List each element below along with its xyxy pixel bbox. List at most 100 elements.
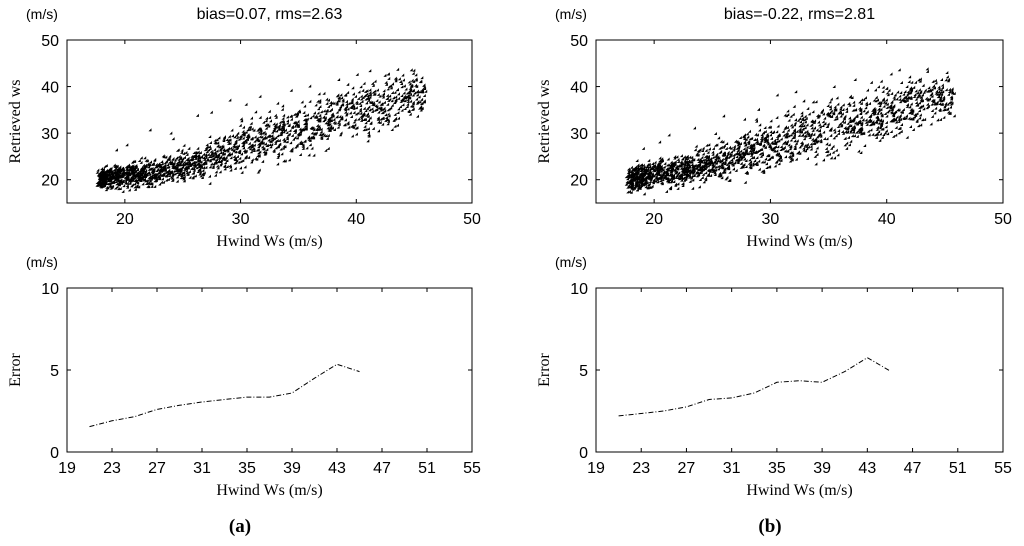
scatter-point <box>216 141 220 145</box>
scatter-point <box>937 85 941 89</box>
scatter-point <box>386 72 390 76</box>
scatter-point <box>875 127 879 131</box>
scatter-point <box>692 158 696 162</box>
scatter-point <box>883 112 887 116</box>
b-error-unit-label: (m/s) <box>555 254 587 270</box>
scatter-point <box>802 137 806 141</box>
scatter-point <box>282 113 286 117</box>
scatter-point <box>868 101 872 105</box>
scatter-point <box>839 114 843 118</box>
scatter-point <box>193 164 197 168</box>
scatter-point <box>115 164 119 168</box>
scatter-point <box>647 183 651 187</box>
scatter-point <box>412 79 416 83</box>
scatter-point <box>337 96 341 100</box>
scatter-point <box>389 86 393 90</box>
scatter-point <box>416 114 420 118</box>
scatter-point <box>642 172 646 176</box>
scatter-point <box>318 132 322 136</box>
scatter-point <box>817 114 821 118</box>
scatter-point <box>800 116 804 120</box>
scatter-point <box>846 121 850 125</box>
scatter-point <box>910 80 914 84</box>
scatter-point <box>744 170 748 174</box>
scatter-point <box>800 111 804 115</box>
scatter-point <box>629 181 633 185</box>
scatter-point <box>208 165 212 169</box>
scatter-point <box>920 93 924 97</box>
scatter-point <box>213 138 217 142</box>
scatter-point <box>828 107 832 111</box>
scatter-point <box>226 139 230 143</box>
scatter-point <box>403 99 407 103</box>
scatter-point <box>912 95 916 99</box>
scatter-point <box>268 115 272 119</box>
scatter-point <box>809 133 813 137</box>
scatter-point <box>940 78 944 82</box>
scatter-point <box>739 149 743 153</box>
scatter-point <box>909 102 913 106</box>
scatter-point <box>210 157 214 161</box>
scatter-point <box>748 158 752 162</box>
scatter-point <box>131 169 135 173</box>
scatter-point <box>696 153 700 157</box>
scatter-point <box>806 156 810 160</box>
scatter-point <box>390 91 394 95</box>
scatter-point <box>213 147 217 151</box>
scatter-point <box>844 129 848 133</box>
scatter-point <box>667 133 671 137</box>
scatter-point <box>366 94 370 98</box>
scatter-point <box>934 106 938 110</box>
scatter-point <box>749 166 753 170</box>
scatter-point <box>758 128 762 132</box>
scatter-point <box>303 124 307 128</box>
scatter-point <box>264 151 268 155</box>
scatter-point <box>316 111 320 115</box>
scatter-point <box>303 114 307 118</box>
a-error-ytick-label: 10 <box>41 281 59 298</box>
scatter-point <box>806 106 810 110</box>
scatter-point <box>765 132 769 136</box>
scatter-point <box>850 96 854 100</box>
scatter-point <box>180 162 184 166</box>
scatter-point <box>168 160 172 164</box>
scatter-point <box>873 88 877 92</box>
a-error-x-axis-label: Hwind Ws (m/s) <box>216 482 322 499</box>
scatter-point <box>845 109 849 113</box>
scatter-point <box>632 186 636 190</box>
scatter-point <box>240 152 244 156</box>
scatter-point <box>286 119 290 123</box>
scatter-point <box>677 171 681 175</box>
scatter-point <box>285 135 289 139</box>
scatter-point <box>714 168 718 172</box>
scatter-point <box>116 169 120 173</box>
scatter-point <box>200 176 204 180</box>
scatter-point <box>111 175 115 179</box>
scatter-point <box>371 83 375 87</box>
scatter-point <box>693 163 697 167</box>
scatter-point <box>259 129 263 133</box>
scatter-point <box>852 103 856 107</box>
scatter-point <box>125 171 129 175</box>
scatter-point <box>785 139 789 143</box>
scatter-point <box>914 97 918 101</box>
scatter-point <box>688 168 692 172</box>
b-error-xtick-label: 43 <box>858 460 876 477</box>
scatter-point <box>325 108 329 112</box>
b-error-xtick-label: 47 <box>904 460 922 477</box>
scatter-point <box>788 151 792 155</box>
scatter-point <box>902 92 906 96</box>
scatter-point <box>717 136 721 140</box>
scatter-point <box>658 156 662 160</box>
scatter-point <box>243 139 247 143</box>
scatter-point <box>213 140 217 144</box>
scatter-point <box>147 165 151 169</box>
scatter-point <box>810 119 814 123</box>
scatter-point <box>238 156 242 160</box>
b-error-ytick-label: 10 <box>570 281 588 298</box>
scatter-point <box>258 94 262 98</box>
scatter-point <box>374 108 378 112</box>
scatter-point <box>203 148 207 152</box>
scatter-point <box>247 145 251 149</box>
scatter-point <box>368 69 372 73</box>
